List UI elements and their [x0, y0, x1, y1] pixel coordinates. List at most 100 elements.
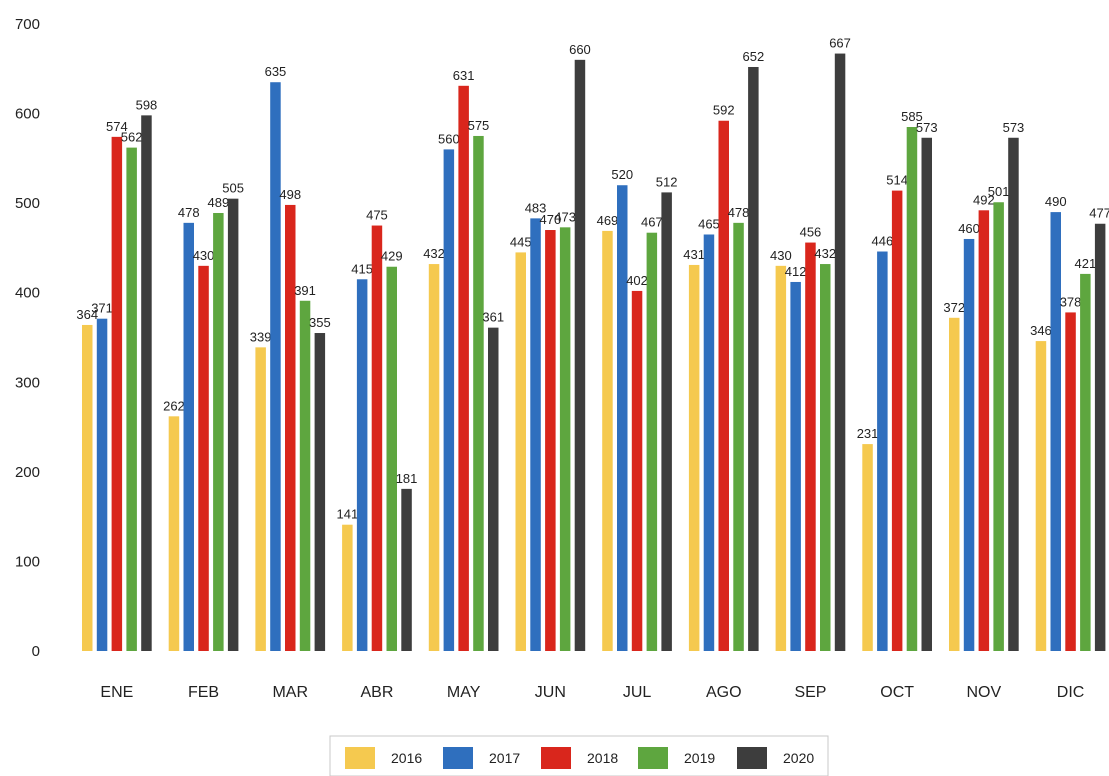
bar-dic-2016 — [1035, 341, 1047, 651]
bar-ene-2019 — [126, 147, 137, 651]
y-tick-label: 500 — [15, 195, 40, 212]
data-label-feb-2017: 478 — [178, 205, 200, 220]
legend-label-2019: 2019 — [684, 750, 715, 766]
bar-nov-2020 — [1008, 137, 1019, 651]
bar-jun-2019 — [559, 227, 571, 651]
data-label-jun-2016: 445 — [510, 234, 532, 249]
bar-jun-2017 — [530, 218, 541, 651]
bar-mar-2017 — [270, 82, 281, 651]
y-tick-label: 600 — [15, 106, 40, 123]
data-label-oct-2019: 585 — [901, 109, 923, 124]
bars: 3643715745625982624784304895053396354983… — [76, 36, 1109, 652]
bar-abr-2016 — [342, 524, 353, 651]
legend-swatch-2018 — [541, 747, 571, 769]
data-label-jun-2019: 473 — [554, 209, 576, 224]
data-label-nov-2018: 492 — [973, 192, 995, 207]
category-group-jul: 469 520 402 467 512 — [597, 167, 678, 652]
bar-abr-2018 — [371, 225, 383, 652]
bar-jun-2016 — [515, 252, 526, 651]
data-label-nov-2017: 460 — [958, 221, 980, 236]
data-label-ene-2018: 574 — [106, 119, 128, 134]
bar-mar-2020 — [314, 333, 326, 651]
legend-swatch-2017 — [443, 747, 473, 769]
x-tick-label: FEB — [188, 684, 219, 701]
bar-jul-2017 — [617, 185, 628, 651]
bar-oct-2016 — [862, 444, 873, 651]
data-label-abr-2020: 181 — [396, 471, 418, 486]
bar-feb-2019 — [213, 212, 224, 651]
data-label-ago-2016: 431 — [683, 247, 705, 262]
bar-nov-2019 — [993, 202, 1004, 652]
bar-abr-2017 — [356, 279, 368, 651]
data-label-mar-2019: 391 — [294, 283, 316, 298]
x-tick-label: SEP — [794, 684, 826, 701]
legend-label-2020: 2020 — [783, 750, 814, 766]
data-label-ago-2018: 592 — [713, 103, 735, 118]
data-label-jun-2017: 483 — [525, 200, 547, 215]
y-tick-label: 400 — [15, 285, 40, 302]
x-tick-label: JUL — [623, 684, 652, 701]
bar-ago-2020 — [748, 66, 759, 652]
bar-ene-2016 — [82, 324, 93, 651]
bar-abr-2019 — [386, 266, 397, 651]
x-tick-label: NOV — [967, 684, 1002, 701]
bar-ene-2020 — [141, 115, 152, 651]
bar-dic-2018 — [1065, 312, 1076, 651]
data-label-oct-2018: 514 — [886, 173, 908, 188]
data-label-feb-2020: 505 — [222, 181, 244, 196]
x-tick-label: ENE — [100, 684, 133, 701]
y-axis: 0 100 200 300 400 500 600 700 — [15, 16, 40, 660]
data-label-oct-2020: 573 — [916, 120, 938, 135]
legend-swatch-2020 — [737, 747, 767, 769]
bar-feb-2018 — [198, 265, 209, 651]
x-tick-label: MAR — [272, 684, 308, 701]
data-label-mar-2020: 355 — [309, 315, 331, 330]
bar-jun-2018 — [545, 230, 556, 651]
bar-jul-2020 — [661, 192, 672, 651]
y-tick-label: 0 — [32, 643, 40, 660]
bar-sep-2018 — [805, 242, 816, 651]
data-label-dic-2019: 421 — [1074, 256, 1096, 271]
bar-sep-2020 — [834, 53, 846, 651]
y-tick-label: 300 — [15, 374, 40, 391]
data-label-jul-2019: 467 — [641, 215, 663, 230]
data-label-may-2019: 575 — [468, 118, 490, 133]
y-tick-label: 700 — [15, 16, 40, 33]
x-tick-label: JUN — [535, 684, 566, 701]
data-label-abr-2018: 475 — [366, 208, 388, 223]
data-label-ago-2017: 465 — [698, 216, 720, 231]
data-label-dic-2020: 477 — [1089, 206, 1109, 221]
data-label-jul-2018: 402 — [626, 273, 648, 288]
bar-ago-2016 — [688, 264, 700, 651]
bar-may-2020 — [488, 327, 499, 651]
data-label-ago-2020: 652 — [742, 49, 764, 64]
bar-may-2017 — [443, 149, 455, 651]
category-group-mar: 339 635 498 391 355 — [250, 64, 331, 652]
data-label-sep-2016: 430 — [770, 248, 792, 263]
bar-feb-2020 — [227, 198, 239, 651]
bar-oct-2017 — [877, 251, 888, 652]
data-label-sep-2020: 667 — [829, 36, 851, 51]
data-label-jul-2017: 520 — [611, 167, 633, 182]
data-label-sep-2017: 412 — [785, 264, 807, 279]
category-group-dic: 346 490 378 421 477 — [1030, 194, 1109, 651]
data-label-jul-2016: 469 — [597, 213, 619, 228]
bar-ago-2017 — [703, 234, 715, 651]
data-label-ene-2017: 371 — [91, 301, 113, 316]
bar-feb-2016 — [168, 416, 180, 651]
bar-oct-2018 — [891, 190, 903, 652]
bar-may-2018 — [458, 85, 469, 652]
data-label-abr-2016: 141 — [336, 507, 358, 522]
data-label-feb-2016: 262 — [163, 398, 185, 413]
data-label-nov-2016: 372 — [943, 300, 965, 315]
x-tick-label: DIC — [1057, 684, 1085, 701]
legend-label-2017: 2017 — [489, 750, 520, 766]
data-label-feb-2018: 430 — [193, 248, 215, 263]
data-label-mar-2016: 339 — [250, 329, 272, 344]
bar-oct-2020 — [921, 137, 932, 651]
